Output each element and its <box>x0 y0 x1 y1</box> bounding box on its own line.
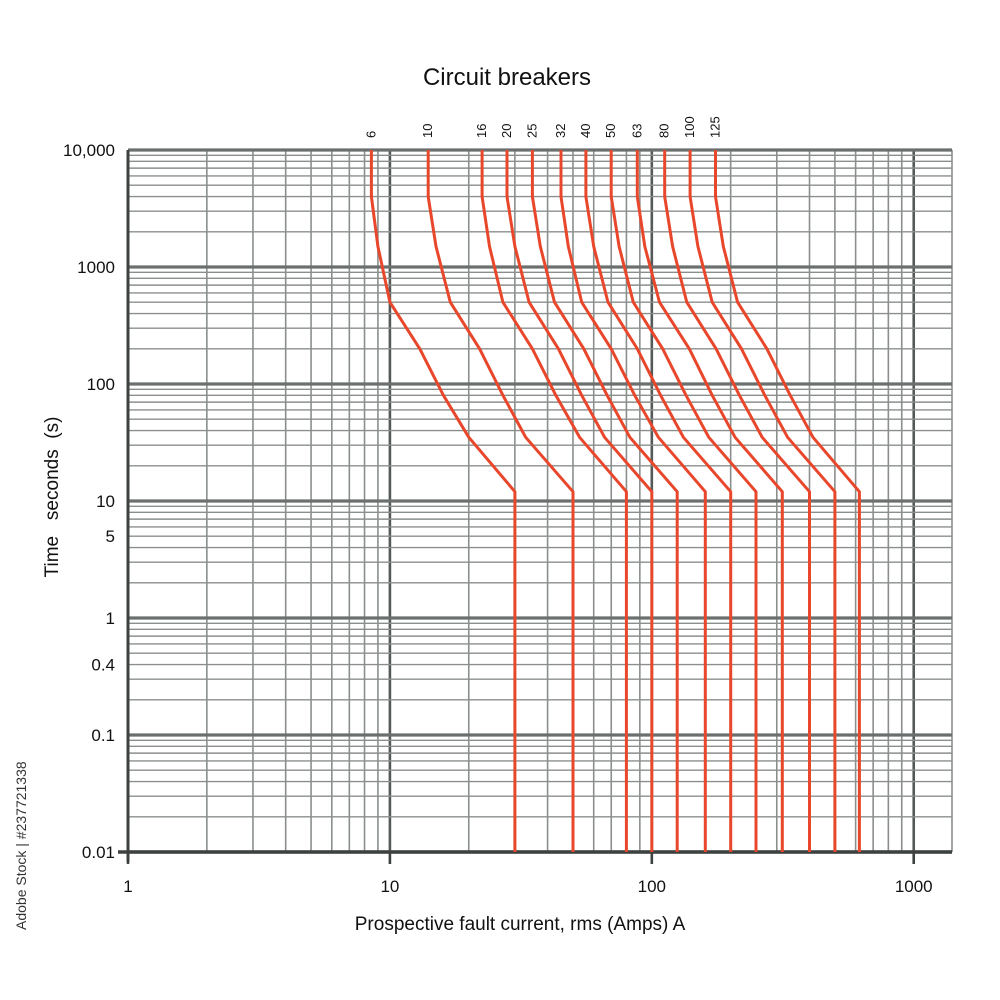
y-tick-label: 5 <box>106 527 115 546</box>
y-tick-label: 0.4 <box>91 656 115 675</box>
x-tick-label: 1000 <box>895 877 933 896</box>
y-tick-label: 10 <box>96 492 115 511</box>
series-label: 40 <box>578 124 593 138</box>
series-label: 10 <box>420 124 435 138</box>
grid-layer <box>118 148 953 864</box>
series-label: 100 <box>682 116 697 138</box>
breaker-curve-20 <box>505 150 654 852</box>
series-label: 16 <box>474 124 489 138</box>
series-label: 125 <box>708 116 723 138</box>
label-layer: 1 10 100 1000 10,000 1000 100 10 5 1 0.4 0.1 0.01 6 10… <box>63 116 933 896</box>
series-label: 63 <box>629 124 644 138</box>
breaker-curve-16 <box>480 150 628 852</box>
watermark-text: Adobe Stock | #237721338 <box>13 761 29 930</box>
series-label: 25 <box>524 124 539 138</box>
y-tick-label: 0.1 <box>91 726 115 745</box>
x-tick-label: 100 <box>638 877 666 896</box>
y-tick-label: 1 <box>106 609 115 628</box>
breaker-curve-100 <box>688 150 837 852</box>
series-layer <box>369 150 861 852</box>
x-tick-label: 10 <box>380 877 399 896</box>
breaker-curve-32 <box>559 150 707 852</box>
series-label: 6 <box>363 131 378 138</box>
y-tick-label: 1000 <box>77 258 115 277</box>
breaker-curve-6 <box>369 150 517 852</box>
breaker-curve-50 <box>609 150 758 852</box>
x-axis-title: Prospective fault current, rms (Amps) A <box>355 914 686 935</box>
y-axis-title: Time seconds (s) <box>42 417 63 578</box>
series-label: 32 <box>553 124 568 138</box>
series-label: 80 <box>657 124 672 138</box>
breaker-curve-40 <box>584 150 733 852</box>
series-label: 20 <box>499 124 514 138</box>
stock-watermark: Adobe Stock | #237721338 <box>13 761 29 930</box>
breaker-curve-125 <box>714 150 861 852</box>
breaker-curve-80 <box>663 150 811 852</box>
y-tick-label: 10,000 <box>63 141 115 160</box>
breaker-curve-10 <box>426 150 575 852</box>
series-label: 50 <box>603 124 618 138</box>
breaker-curve-25 <box>530 150 679 852</box>
x-tick-label: 1 <box>123 877 132 896</box>
y-tick-label: 0.01 <box>82 843 115 862</box>
y-tick-label: 100 <box>87 375 115 394</box>
chart-title: Circuit breakers <box>423 64 591 91</box>
breaker-curve-63 <box>635 150 784 852</box>
